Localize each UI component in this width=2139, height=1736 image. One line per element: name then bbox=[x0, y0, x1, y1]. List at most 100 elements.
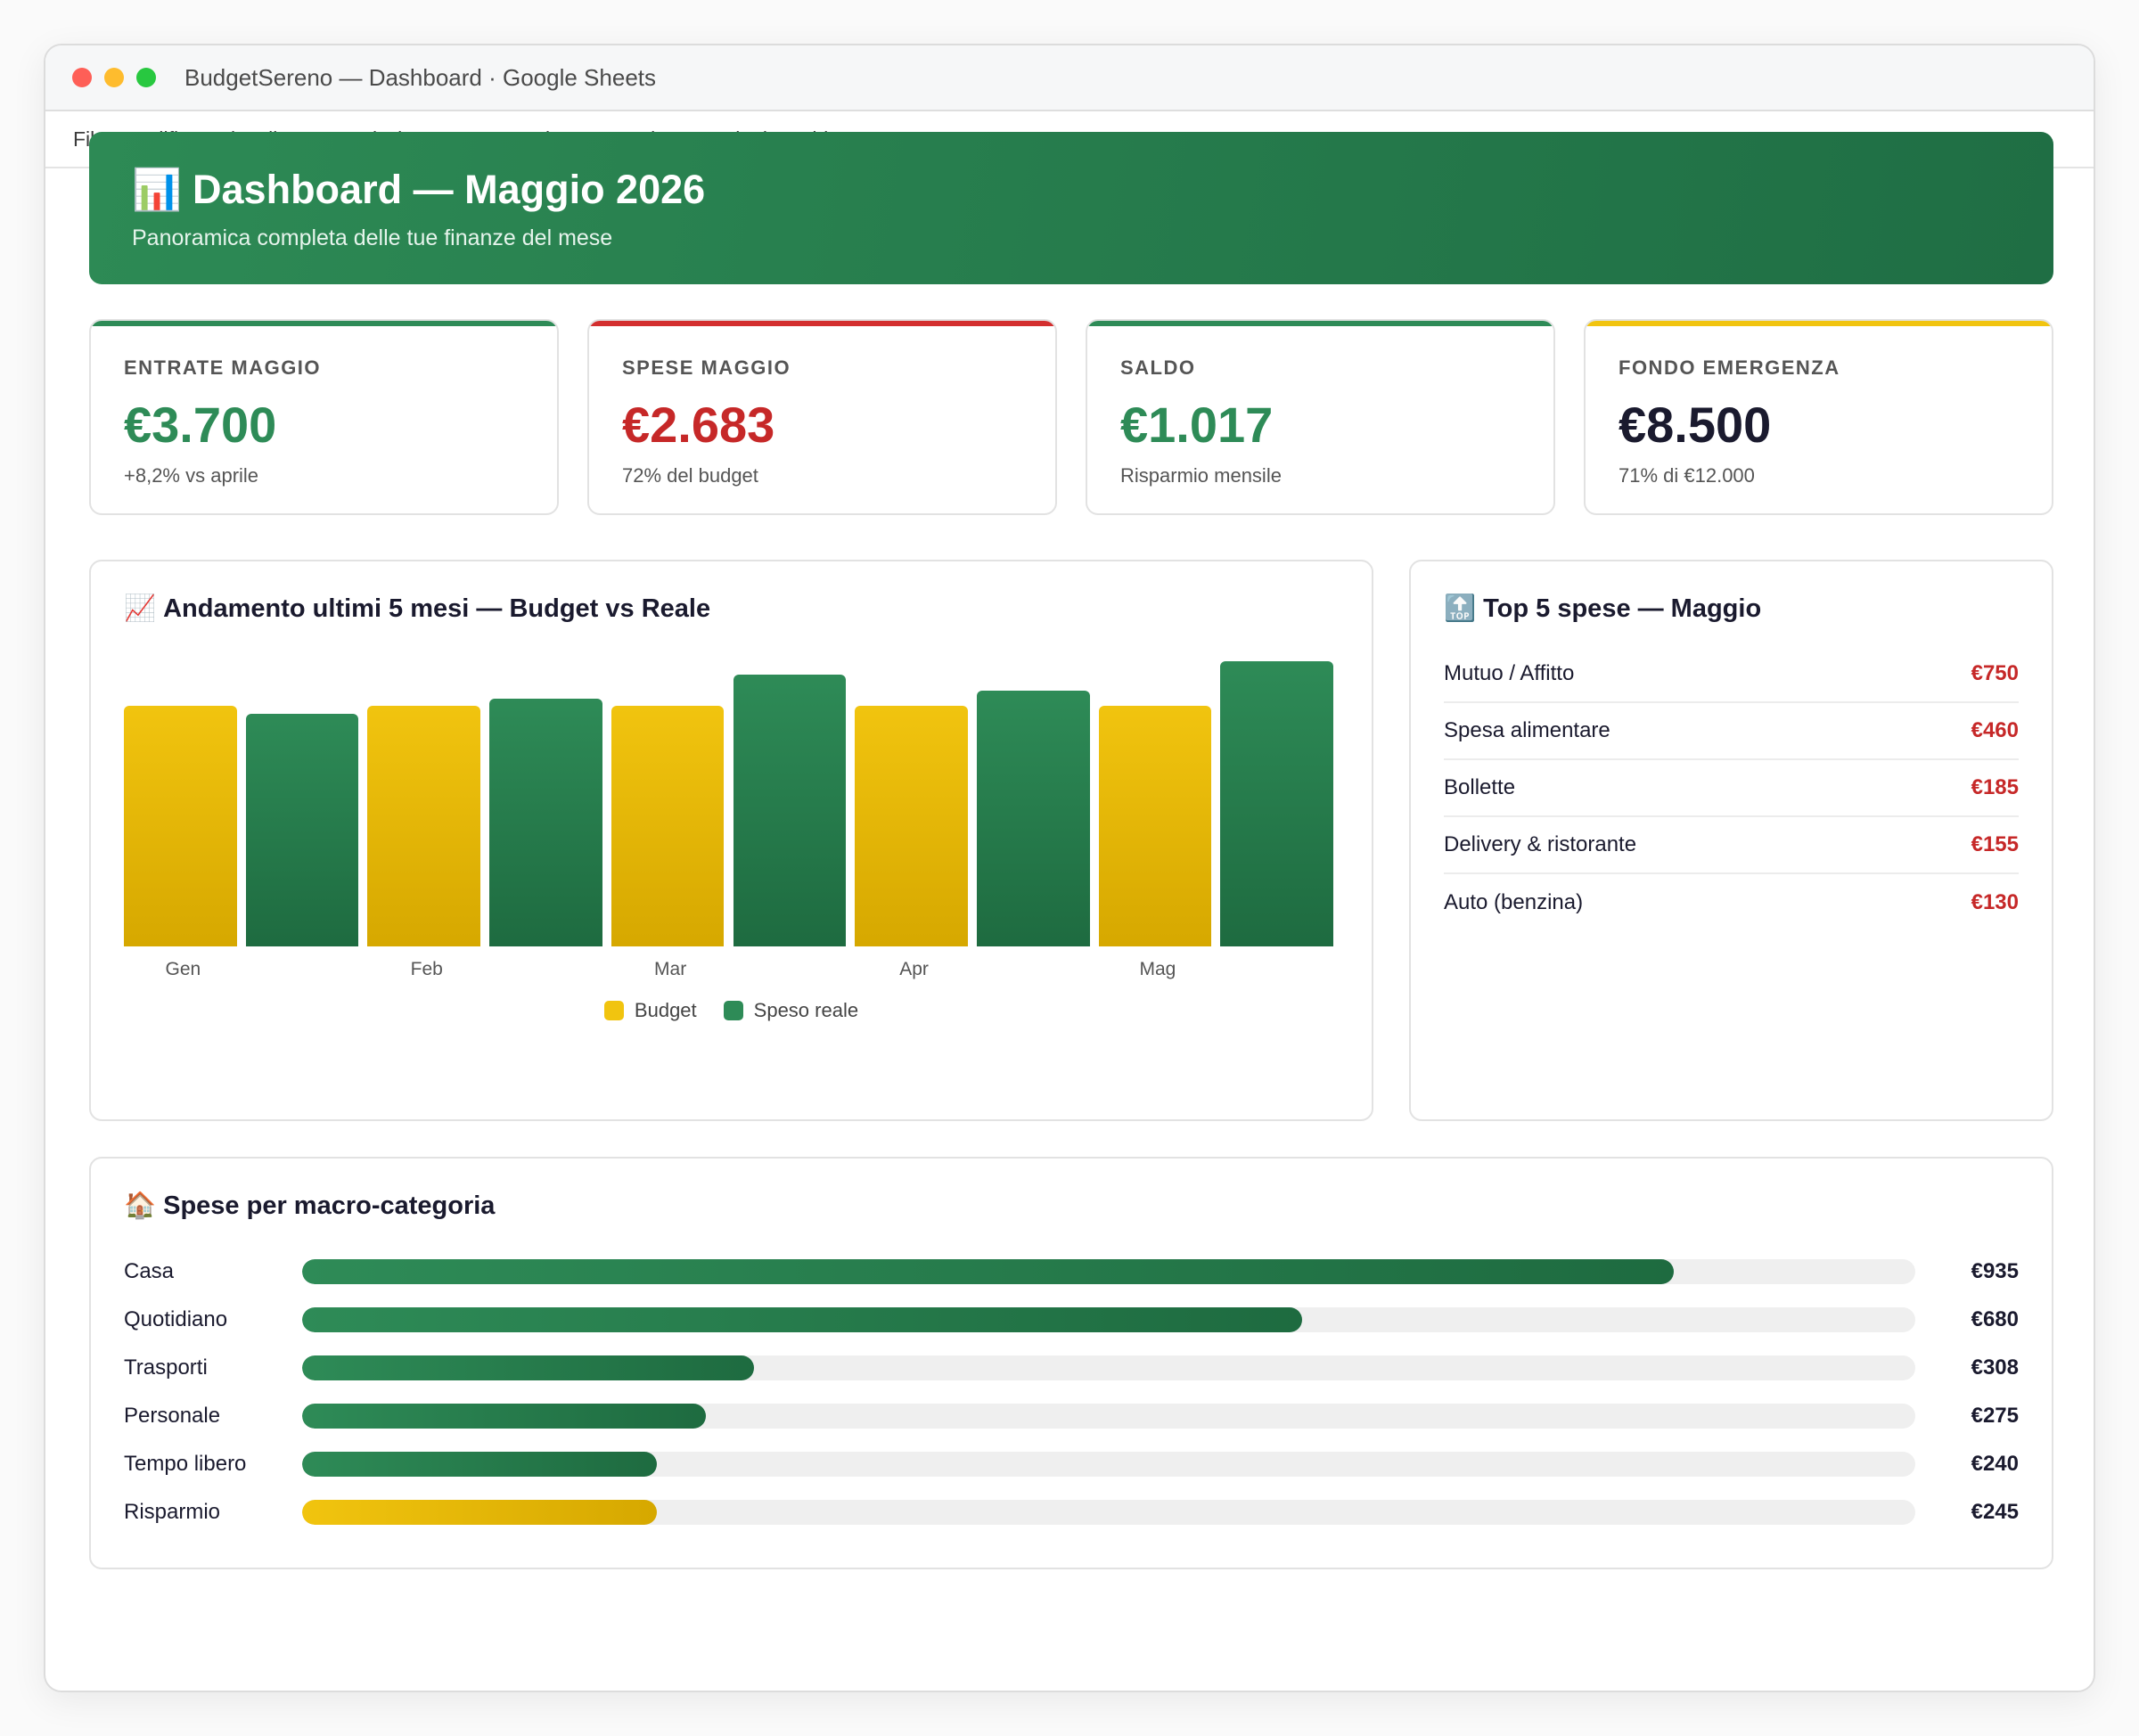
window-title: BudgetSereno — Dashboard · Google Sheets bbox=[184, 63, 657, 91]
category-row: Personale €275 bbox=[124, 1392, 2019, 1440]
bar-real-gen bbox=[245, 714, 359, 946]
progress-fill bbox=[302, 1452, 658, 1477]
list-item: Spesa alimentare €460 bbox=[1444, 703, 2019, 760]
trend-chart-title: 📈 Andamento ultimi 5 mesi — Budget vs Re… bbox=[124, 594, 1339, 624]
progress-fill bbox=[302, 1500, 658, 1525]
legend-swatch-real bbox=[723, 1001, 743, 1020]
legend-swatch-budget bbox=[603, 1001, 624, 1020]
progress-fill bbox=[302, 1404, 706, 1429]
expense-amount: €750 bbox=[1971, 661, 2019, 685]
kpi-card-spese: SPESE MAGGIO €2.683 72% del budget bbox=[587, 319, 1057, 515]
progress-track bbox=[302, 1404, 1915, 1429]
top-arrow-icon: 🔝 bbox=[1444, 594, 1477, 623]
progress-fill bbox=[302, 1307, 1303, 1332]
category-title: 🏠 Spese per macro-categoria bbox=[124, 1191, 2019, 1221]
category-label: Personale bbox=[124, 1404, 221, 1428]
bar-chart bbox=[124, 661, 1342, 946]
page-subtitle: Panoramica completa delle tue finanze de… bbox=[132, 225, 613, 250]
category-amount: €935 bbox=[1971, 1259, 2019, 1283]
category-label: Trasporti bbox=[124, 1355, 208, 1380]
trend-chart-title-text: Andamento ultimi 5 mesi — Budget vs Real… bbox=[163, 594, 711, 623]
expense-label: Mutuo / Affitto bbox=[1444, 661, 1575, 685]
legend-item-budget: Budget bbox=[603, 999, 697, 1022]
close-window-button[interactable] bbox=[72, 68, 92, 87]
category-card: 🏠 Spese per macro-categoria Casa €935 Quo… bbox=[89, 1157, 2053, 1569]
title-bar: BudgetSereno — Dashboard · Google Sheets bbox=[45, 45, 2094, 111]
kpi-card-entrate: ENTRATE MAGGIO €3.700 +8,2% vs aprile bbox=[89, 319, 559, 515]
page-title: 📊 Dashboard — Maggio 2026 bbox=[132, 166, 2011, 213]
category-row: Tempo libero €240 bbox=[124, 1440, 2019, 1488]
category-list: Casa €935 Quotidiano €680 Trasporti €308 Pe… bbox=[124, 1248, 2019, 1536]
bar-budget-feb bbox=[367, 705, 481, 946]
kpi-label: SALDO bbox=[1120, 356, 1196, 379]
category-row: Risparmio €245 bbox=[124, 1488, 2019, 1536]
category-amount: €275 bbox=[1971, 1404, 2019, 1428]
category-amount: €680 bbox=[1971, 1307, 2019, 1331]
expense-amount: €460 bbox=[1971, 718, 2019, 742]
trend-chart-card: 📈 Andamento ultimi 5 mesi — Budget vs Re… bbox=[89, 560, 1373, 1121]
maximize-window-button[interactable] bbox=[136, 68, 156, 87]
expense-label: Auto (benzina) bbox=[1444, 890, 1584, 914]
app-window: BudgetSereno — Dashboard · Google Sheets… bbox=[44, 44, 2095, 1692]
kpi-label: FONDO EMERGENZA bbox=[1619, 356, 1840, 379]
expense-label: Delivery & ristorante bbox=[1444, 832, 1637, 856]
house-icon: 🏠 bbox=[124, 1191, 157, 1220]
category-row: Quotidiano €680 bbox=[124, 1296, 2019, 1344]
category-label: Tempo libero bbox=[124, 1452, 247, 1476]
legend-label-budget: Budget bbox=[634, 999, 697, 1021]
kpi-value: €2.683 bbox=[622, 397, 775, 453]
kpi-note: Risparmio mensile bbox=[1120, 464, 1282, 487]
category-label: Quotidiano bbox=[124, 1307, 228, 1331]
bar-budget-mar bbox=[611, 705, 725, 946]
list-item: Mutuo / Affitto €750 bbox=[1444, 646, 2019, 703]
kpi-note: 72% del budget bbox=[622, 464, 758, 487]
category-amount: €308 bbox=[1971, 1355, 2019, 1380]
top5-title-text: Top 5 spese — Maggio bbox=[1483, 594, 1762, 623]
kpi-value: €3.700 bbox=[124, 397, 277, 453]
chart-legend: Budget Speso reale bbox=[91, 999, 1372, 1022]
kpi-note: 71% di €12.000 bbox=[1619, 464, 1755, 487]
expense-label: Spesa alimentare bbox=[1444, 718, 1610, 742]
list-item: Auto (benzina) €130 bbox=[1444, 874, 2019, 931]
category-amount: €240 bbox=[1971, 1452, 2019, 1476]
x-tick-label: Mag bbox=[1139, 959, 1176, 979]
category-label: Risparmio bbox=[124, 1500, 221, 1524]
progress-track bbox=[302, 1307, 1915, 1332]
x-tick-label: Gen bbox=[165, 959, 201, 979]
bar-budget-gen bbox=[124, 705, 237, 946]
kpi-label: SPESE MAGGIO bbox=[622, 356, 791, 379]
top5-list: Mutuo / Affitto €750 Spesa alimentare €460… bbox=[1444, 646, 2019, 931]
bar-budget-apr bbox=[855, 705, 968, 946]
expense-amount: €185 bbox=[1971, 775, 2019, 799]
progress-track bbox=[302, 1500, 1915, 1525]
progress-track bbox=[302, 1355, 1915, 1380]
trend-up-icon: 📈 bbox=[124, 594, 157, 623]
progress-fill bbox=[302, 1355, 754, 1380]
page-title-text: Dashboard — Maggio 2026 bbox=[193, 166, 706, 212]
legend-item-real: Speso reale bbox=[723, 999, 859, 1022]
dashboard-header: 📊 Dashboard — Maggio 2026 Panoramica com… bbox=[89, 132, 2053, 284]
category-label: Casa bbox=[124, 1259, 175, 1283]
x-tick-label: Apr bbox=[899, 959, 929, 979]
expense-label: Bollette bbox=[1444, 775, 1516, 799]
top5-card: 🔝 Top 5 spese — Maggio Mutuo / Affitto €7… bbox=[1409, 560, 2053, 1121]
x-tick-label: Feb bbox=[410, 959, 443, 979]
bar-real-feb bbox=[489, 699, 602, 946]
expense-amount: €155 bbox=[1971, 832, 2019, 856]
legend-label-real: Speso reale bbox=[753, 999, 859, 1021]
category-row: Casa €935 bbox=[124, 1248, 2019, 1296]
category-amount: €245 bbox=[1971, 1500, 2019, 1524]
bar-budget-mag bbox=[1098, 705, 1212, 946]
chart-icon: 📊 bbox=[132, 167, 183, 212]
category-title-text: Spese per macro-categoria bbox=[163, 1191, 496, 1220]
bar-real-apr bbox=[976, 690, 1090, 946]
kpi-label: ENTRATE MAGGIO bbox=[124, 356, 322, 379]
kpi-note: +8,2% vs aprile bbox=[124, 464, 259, 487]
progress-fill bbox=[302, 1259, 1674, 1284]
x-tick-label: Mar bbox=[654, 959, 687, 979]
kpi-value: €1.017 bbox=[1120, 397, 1274, 453]
list-item: Delivery & ristorante €155 bbox=[1444, 817, 2019, 874]
category-row: Trasporti €308 bbox=[124, 1344, 2019, 1392]
minimize-window-button[interactable] bbox=[104, 68, 124, 87]
list-item: Bollette €185 bbox=[1444, 760, 2019, 817]
